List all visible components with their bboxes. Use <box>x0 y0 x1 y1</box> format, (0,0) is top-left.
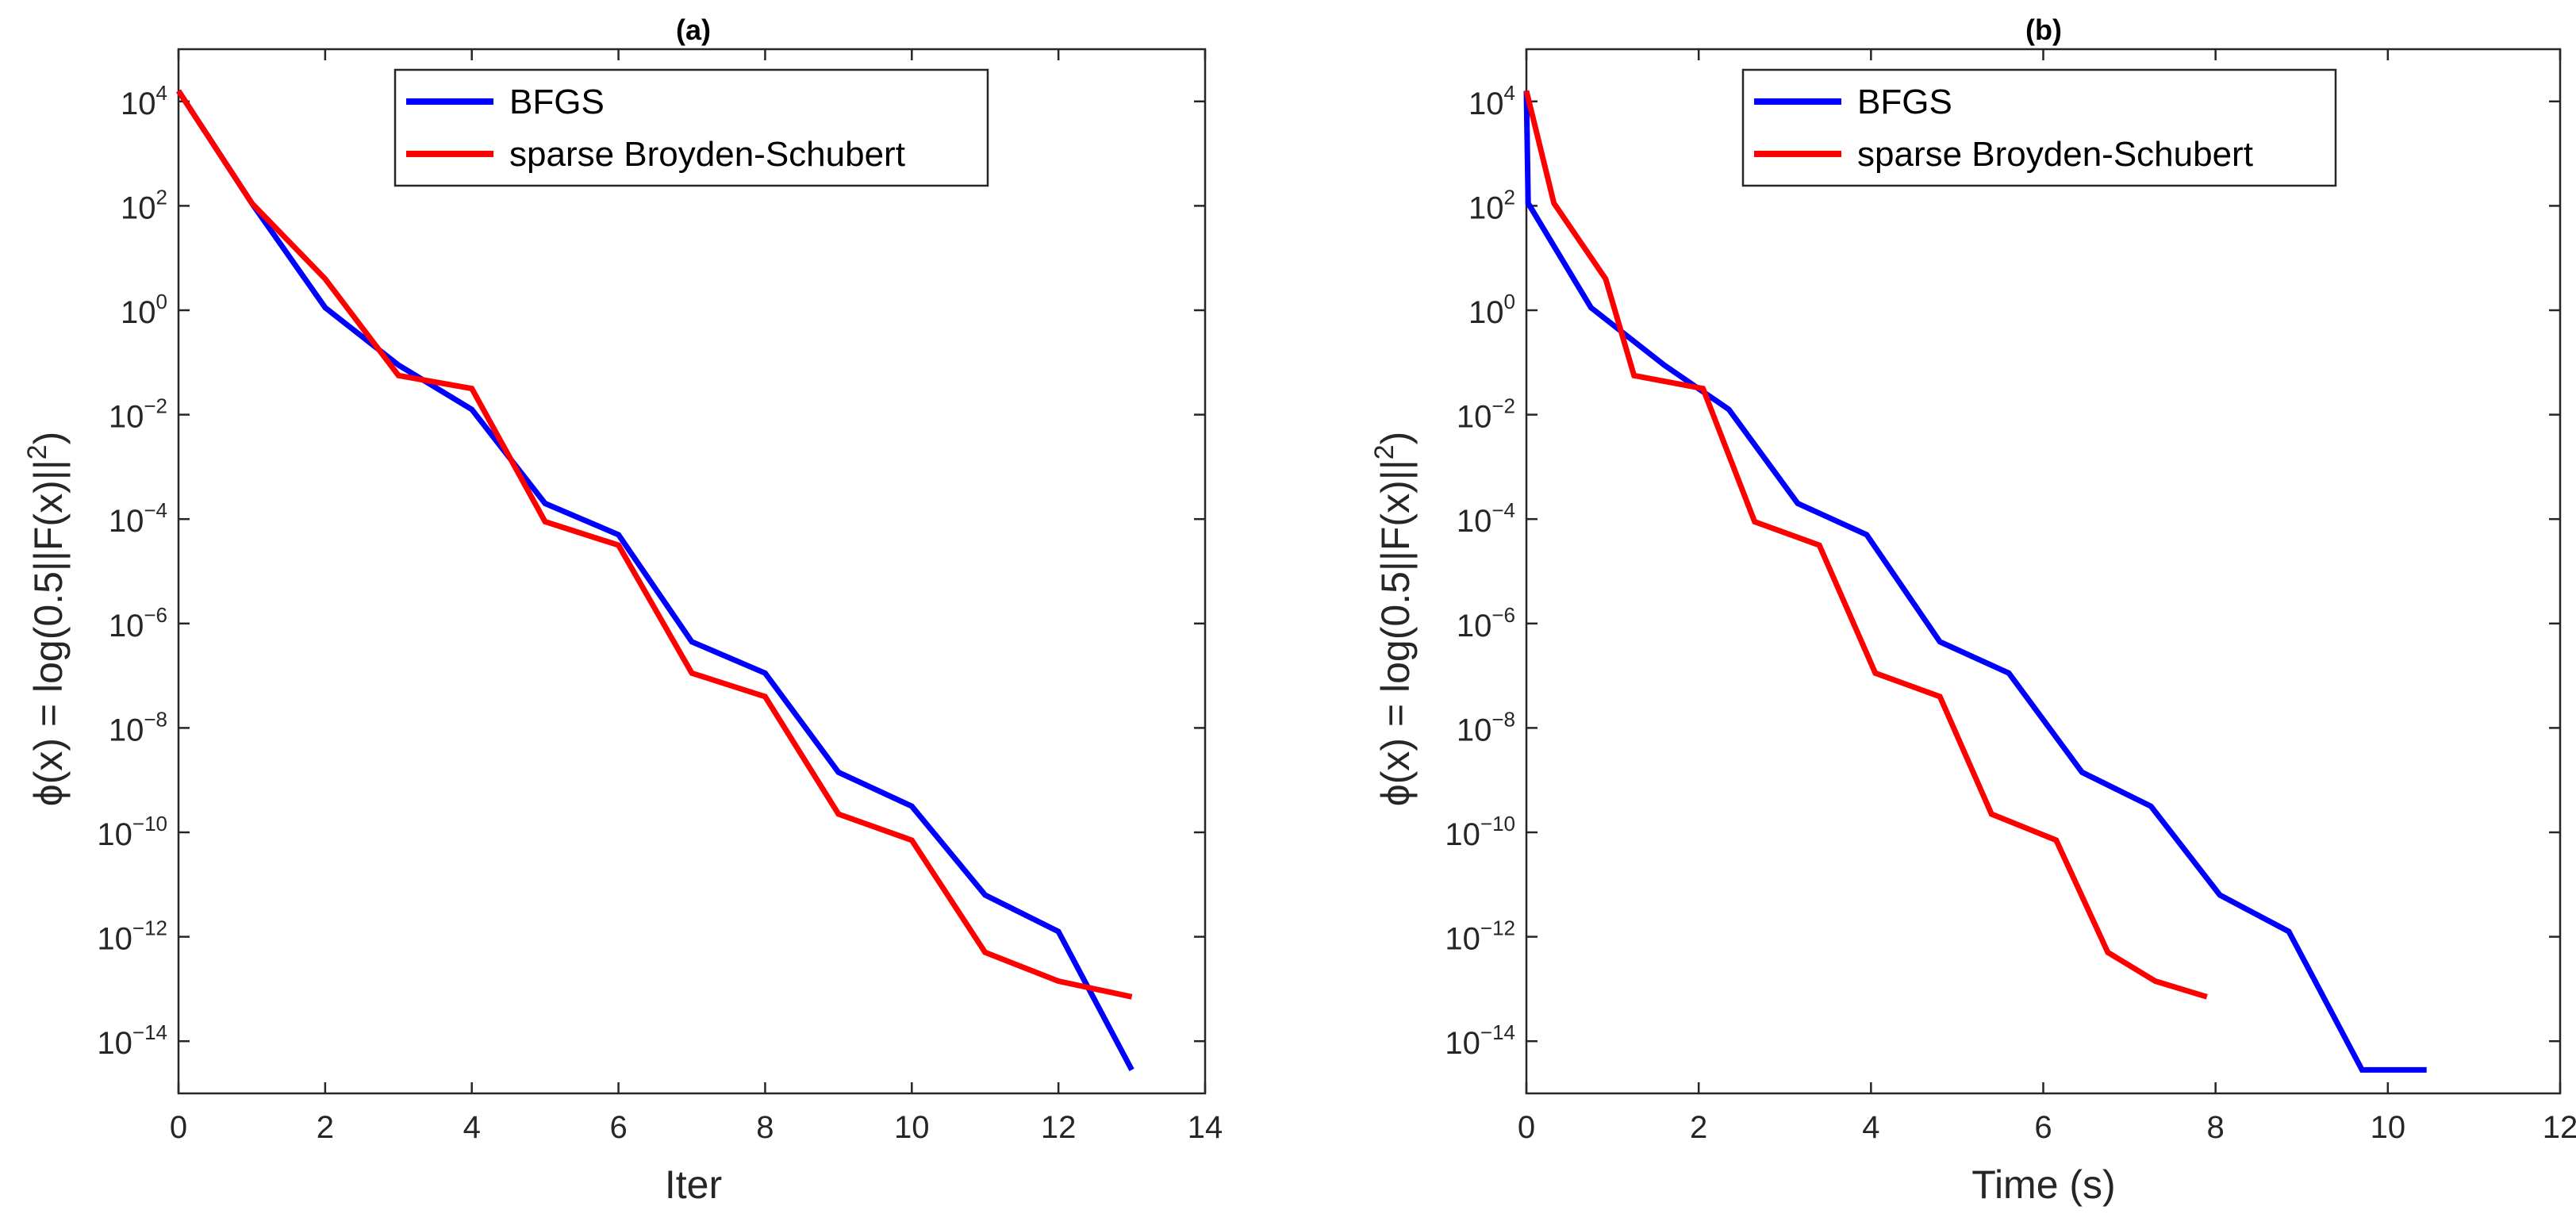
chart-b-axes-frame <box>1525 48 2562 1095</box>
chart-b-legend-label-sparse-broyden-schubert: sparse Broyden-Schubert <box>1857 135 2253 174</box>
chart-b-ytick-label: 10−10 <box>1445 812 1515 852</box>
chart-a-series-bfgs-line <box>176 89 1134 1072</box>
chart-b-ytick-label: 10−4 <box>1457 498 1515 539</box>
chart-b-series-sparse-broyden-schubert-line <box>1523 90 2208 1000</box>
chart-a-xtick-label: 4 <box>463 1110 481 1145</box>
chart-b-ylabel: ϕ(x) = log(0.5||F(x)||2) <box>1369 432 1418 807</box>
chart-b-ytick-label: 100 <box>1468 290 1515 330</box>
chart-b-legend-label-bfgs: BFGS <box>1857 83 1952 121</box>
chart-b-xlabel: Time (s) <box>1971 1162 2115 1207</box>
chart-a-xlabel: Iter <box>665 1162 722 1207</box>
chart-b-series-bfgs-line <box>1523 90 2427 1073</box>
chart-b-ytick-label: 10−6 <box>1457 603 1515 643</box>
chart-a-title: (a) <box>676 13 711 46</box>
chart-a-ytick-label: 10−10 <box>97 812 167 852</box>
chart-a-ytick-label: 10−8 <box>109 707 167 747</box>
chart-b-xtick-label: 10 <box>2371 1110 2406 1145</box>
chart-b-xtick-label: 0 <box>1518 1110 1535 1145</box>
chart-a-ytick-label: 10−6 <box>109 603 167 643</box>
chart-b-ytick-label: 10−8 <box>1457 707 1515 747</box>
chart-b-ytick-label: 104 <box>1468 81 1515 121</box>
chart-a-xtick-label: 6 <box>609 1110 627 1145</box>
chart-a-ytick-label: 10−4 <box>109 498 167 539</box>
chart-b-ytick-label: 10−2 <box>1457 394 1515 435</box>
chart-a-series-sparse-broyden-schubert-line <box>176 89 1133 1000</box>
chart-b-ytick-label: 102 <box>1468 185 1515 225</box>
chart-a-legend-label-bfgs: BFGS <box>509 83 605 121</box>
chart-a-xtick-label: 8 <box>756 1110 774 1145</box>
chart-a-xtick-label: 10 <box>894 1110 930 1145</box>
chart-b-gridless-plot: 0 2 4 6 8 10 12 10−14 10−12 10−10 10−8 10−6 10−4 10−2… <box>1445 48 2576 1145</box>
chart-a-axes-frame <box>177 48 1207 1095</box>
chart-b-ytick-label: 10−12 <box>1445 916 1515 957</box>
chart-a-ytick-label: 10−12 <box>97 916 167 957</box>
chart-b-legend: BFGS sparse Broyden-Schubert <box>1741 68 2337 187</box>
chart-a-ytick-label: 104 <box>121 81 167 121</box>
chart-b-xtick-label: 2 <box>1690 1110 1707 1145</box>
chart-b: (b) 0 2 4 6 8 10 12 10−14 10−12 10−10 10−8 10−6 10−4… <box>1369 13 2576 1207</box>
chart-a-legend: BFGS sparse Broyden-Schubert <box>394 68 989 187</box>
chart-a-legend-label-sparse-broyden-schubert: sparse Broyden-Schubert <box>509 135 905 174</box>
chart-b-xtick-label: 6 <box>2034 1110 2052 1145</box>
chart-a-xtick-label: 2 <box>317 1110 334 1145</box>
chart-a-ytick-label: 10−2 <box>109 394 167 435</box>
chart-b-legend-box <box>1741 68 2337 187</box>
chart-a-xtick-label: 0 <box>170 1110 187 1145</box>
chart-b-title: (b) <box>2025 13 2062 46</box>
chart-b-xtick-label: 4 <box>1862 1110 1879 1145</box>
chart-a-ytick-label: 102 <box>121 185 167 225</box>
chart-a-ylabel: ϕ(x) = log(0.5||F(x)||2) <box>22 432 71 807</box>
chart-a: (a) 0 2 4 6 8 10 12 14 10−14 10−12 10−10 10−8 10−6 10… <box>22 13 1223 1207</box>
chart-a-ytick-label: 100 <box>121 290 167 330</box>
chart-b-ytick-label: 10−14 <box>1445 1020 1515 1061</box>
chart-a-xtick-label: 14 <box>1188 1110 1223 1145</box>
chart-a-xtick-label: 12 <box>1041 1110 1077 1145</box>
chart-b-xtick-label: 12 <box>2543 1110 2576 1145</box>
chart-a-ytick-label: 10−14 <box>97 1020 167 1061</box>
chart-a-gridless-plot: 0 2 4 6 8 10 12 14 10−14 10−12 10−10 10−8 10−6 10−4 10… <box>97 48 1223 1145</box>
chart-a-legend-box <box>394 68 989 187</box>
chart-b-xtick-label: 8 <box>2207 1110 2225 1145</box>
